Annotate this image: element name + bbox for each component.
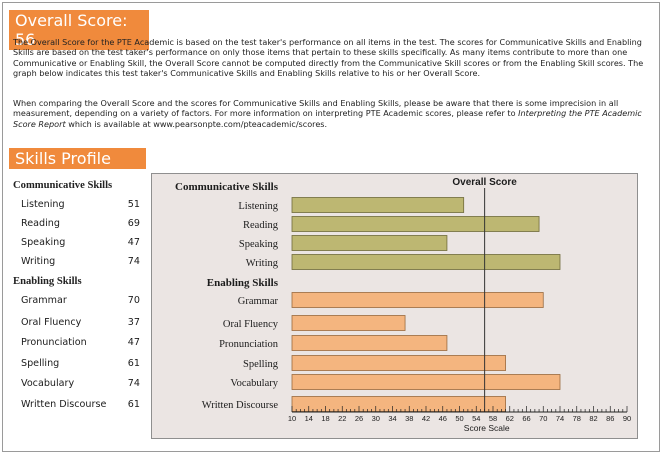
chart-category-label: Written Discourse bbox=[202, 400, 279, 411]
x-axis-tick-label: 30 bbox=[372, 414, 380, 423]
chart-category-label: Grammar bbox=[238, 296, 279, 307]
chart-bar bbox=[291, 216, 540, 232]
x-axis-tick-label: 42 bbox=[422, 414, 430, 423]
chart-bar bbox=[291, 335, 448, 351]
table-row-label: Vocabulary bbox=[21, 378, 75, 389]
table-row-label: Listening bbox=[21, 199, 65, 210]
chart-group-heading: Enabling Skills bbox=[207, 277, 279, 289]
chart-bar bbox=[291, 355, 506, 371]
chart-bar bbox=[291, 315, 406, 331]
table-row-label: Grammar bbox=[21, 295, 67, 306]
chart-category-label: Speaking bbox=[239, 239, 279, 250]
table-row-label: Written Discourse bbox=[21, 399, 107, 410]
x-axis-tick-label: 82 bbox=[589, 414, 597, 423]
enabling-skills-heading: Enabling Skills bbox=[13, 276, 82, 287]
chart-bar bbox=[291, 197, 465, 213]
chart-category-label: Reading bbox=[243, 220, 279, 231]
table-row-score: 69 bbox=[127, 218, 140, 229]
chart-category-label: Listening bbox=[238, 201, 278, 212]
table-row-score: 47 bbox=[127, 337, 140, 348]
skills-profile-header: Skills Profile bbox=[9, 148, 146, 169]
table-row-label: Reading bbox=[21, 218, 60, 229]
overall-score-line-label: Overall Score bbox=[452, 177, 517, 188]
communicative-skills-heading: Communicative Skills bbox=[13, 180, 113, 191]
table-row-score: 51 bbox=[127, 199, 140, 210]
chart-bar bbox=[291, 374, 561, 390]
chart-category-label: Oral Fluency bbox=[223, 319, 279, 330]
x-axis-tick-label: 58 bbox=[489, 414, 497, 423]
x-axis-tick-label: 66 bbox=[522, 414, 530, 423]
chart-bar bbox=[291, 396, 506, 412]
x-axis-tick-label: 86 bbox=[606, 414, 614, 423]
x-axis-tick-label: 18 bbox=[321, 414, 329, 423]
table-row-label: Pronunciation bbox=[21, 337, 87, 348]
x-axis-tick-label: 50 bbox=[455, 414, 463, 423]
overall-score-description: The Overall Score for the PTE Academic i… bbox=[13, 37, 644, 78]
table-row-label: Writing bbox=[21, 256, 56, 267]
x-axis-tick-label: 14 bbox=[305, 414, 313, 423]
table-row-label: Oral Fluency bbox=[21, 317, 82, 328]
x-axis-tick-label: 54 bbox=[472, 414, 480, 423]
chart-category-label: Writing bbox=[246, 258, 279, 269]
x-axis-tick-label: 22 bbox=[338, 414, 346, 423]
table-row-score: 47 bbox=[127, 237, 140, 248]
table-row-label: Speaking bbox=[21, 237, 66, 248]
table-row-score: 37 bbox=[127, 317, 140, 328]
chart-bar bbox=[291, 292, 544, 308]
comparison-note-text: When comparing the Overall Score and the… bbox=[13, 98, 619, 119]
table-row-score: 70 bbox=[127, 295, 140, 306]
x-axis-tick-label: 46 bbox=[439, 414, 447, 423]
table-row-label: Spelling bbox=[21, 358, 60, 369]
chart-bar bbox=[291, 235, 448, 251]
overall-score-header: Overall Score: 56 bbox=[9, 10, 149, 50]
table-row-score: 61 bbox=[127, 358, 140, 369]
comparison-note-link-text: which is available at www.pearsonpte.com… bbox=[65, 118, 328, 129]
x-axis-tick-label: 38 bbox=[405, 414, 413, 423]
x-axis-tick-label: 74 bbox=[556, 414, 564, 423]
chart-group-heading: Communicative Skills bbox=[175, 181, 279, 193]
x-axis-tick-label: 78 bbox=[573, 414, 581, 423]
comparison-note: When comparing the Overall Score and the… bbox=[13, 98, 653, 129]
table-row-score: 61 bbox=[127, 399, 140, 410]
x-axis-tick-label: 62 bbox=[506, 414, 514, 423]
chart-category-label: Vocabulary bbox=[230, 378, 278, 389]
x-axis-tick-label: 26 bbox=[355, 414, 363, 423]
table-row-score: 74 bbox=[127, 256, 140, 267]
x-axis-tick-label: 10 bbox=[288, 414, 296, 423]
x-axis-tick-label: 70 bbox=[539, 414, 547, 423]
x-axis-tick-label: 34 bbox=[388, 414, 396, 423]
x-axis-title: Score Scale bbox=[464, 423, 510, 433]
chart-category-label: Pronunciation bbox=[219, 339, 279, 350]
chart-category-label: Spelling bbox=[243, 359, 279, 370]
chart-bar bbox=[291, 254, 561, 270]
x-axis-tick-label: 90 bbox=[623, 414, 631, 423]
table-row-score: 74 bbox=[127, 378, 140, 389]
score-report-guide-title: Interpreting the PTE Academic Score Repo… bbox=[13, 108, 642, 129]
